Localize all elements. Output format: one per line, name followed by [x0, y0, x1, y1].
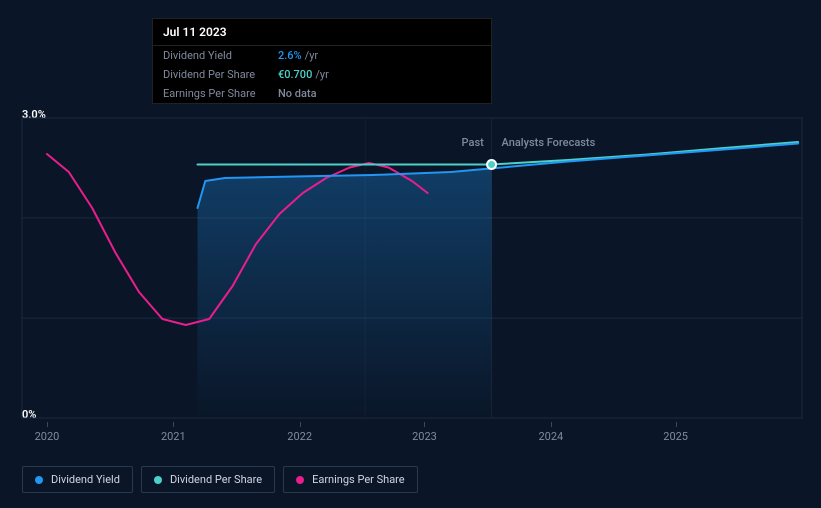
past-label: Past — [462, 136, 484, 149]
legend-dot — [154, 476, 162, 484]
tooltip-row: Dividend Yield 2.6%/yr — [153, 46, 491, 65]
chart-container: 3.0% 0% Past Analysts Forecasts 20202021… — [0, 100, 821, 508]
tooltip-row-label: Earnings Per Share — [163, 87, 278, 100]
x-tick-label: 2025 — [663, 430, 688, 443]
tooltip-date: Jul 11 2023 — [153, 19, 491, 46]
legend-label: Dividend Per Share — [170, 473, 262, 486]
legend-item[interactable]: Earnings Per Share — [283, 466, 418, 493]
legend-dot — [35, 476, 43, 484]
tooltip-row: Earnings Per Share No data — [153, 84, 491, 103]
legend: Dividend Yield Dividend Per Share Earnings… — [22, 466, 418, 493]
forecast-label: Analysts Forecasts — [502, 136, 596, 149]
chart-tooltip: Jul 11 2023 Dividend Yield 2.6%/yrDivide… — [152, 18, 492, 104]
chart-svg — [22, 118, 802, 418]
tooltip-row-value: €0.700/yr — [278, 68, 329, 81]
legend-item[interactable]: Dividend Per Share — [141, 466, 275, 493]
tooltip-row-value: No data — [278, 87, 317, 100]
legend-label: Earnings Per Share — [312, 473, 405, 486]
tooltip-row-value: 2.6%/yr — [278, 49, 318, 62]
x-tick-label: 2021 — [161, 430, 186, 443]
legend-label: Dividend Yield — [51, 473, 120, 486]
legend-item[interactable]: Dividend Yield — [22, 466, 133, 493]
tooltip-row-label: Dividend Yield — [163, 49, 278, 62]
tooltip-row-label: Dividend Per Share — [163, 68, 278, 81]
x-tick-label: 2022 — [287, 430, 312, 443]
x-tick-label: 2023 — [412, 430, 437, 443]
legend-dot — [296, 476, 304, 484]
plot-area[interactable]: Past Analysts Forecasts — [22, 118, 802, 418]
x-tick-label: 2020 — [35, 430, 60, 443]
tooltip-row: Dividend Per Share €0.700/yr — [153, 65, 491, 84]
x-tick-label: 2024 — [538, 430, 563, 443]
x-axis: 2020 2021 2022 2023 2024 2025 — [22, 428, 802, 448]
